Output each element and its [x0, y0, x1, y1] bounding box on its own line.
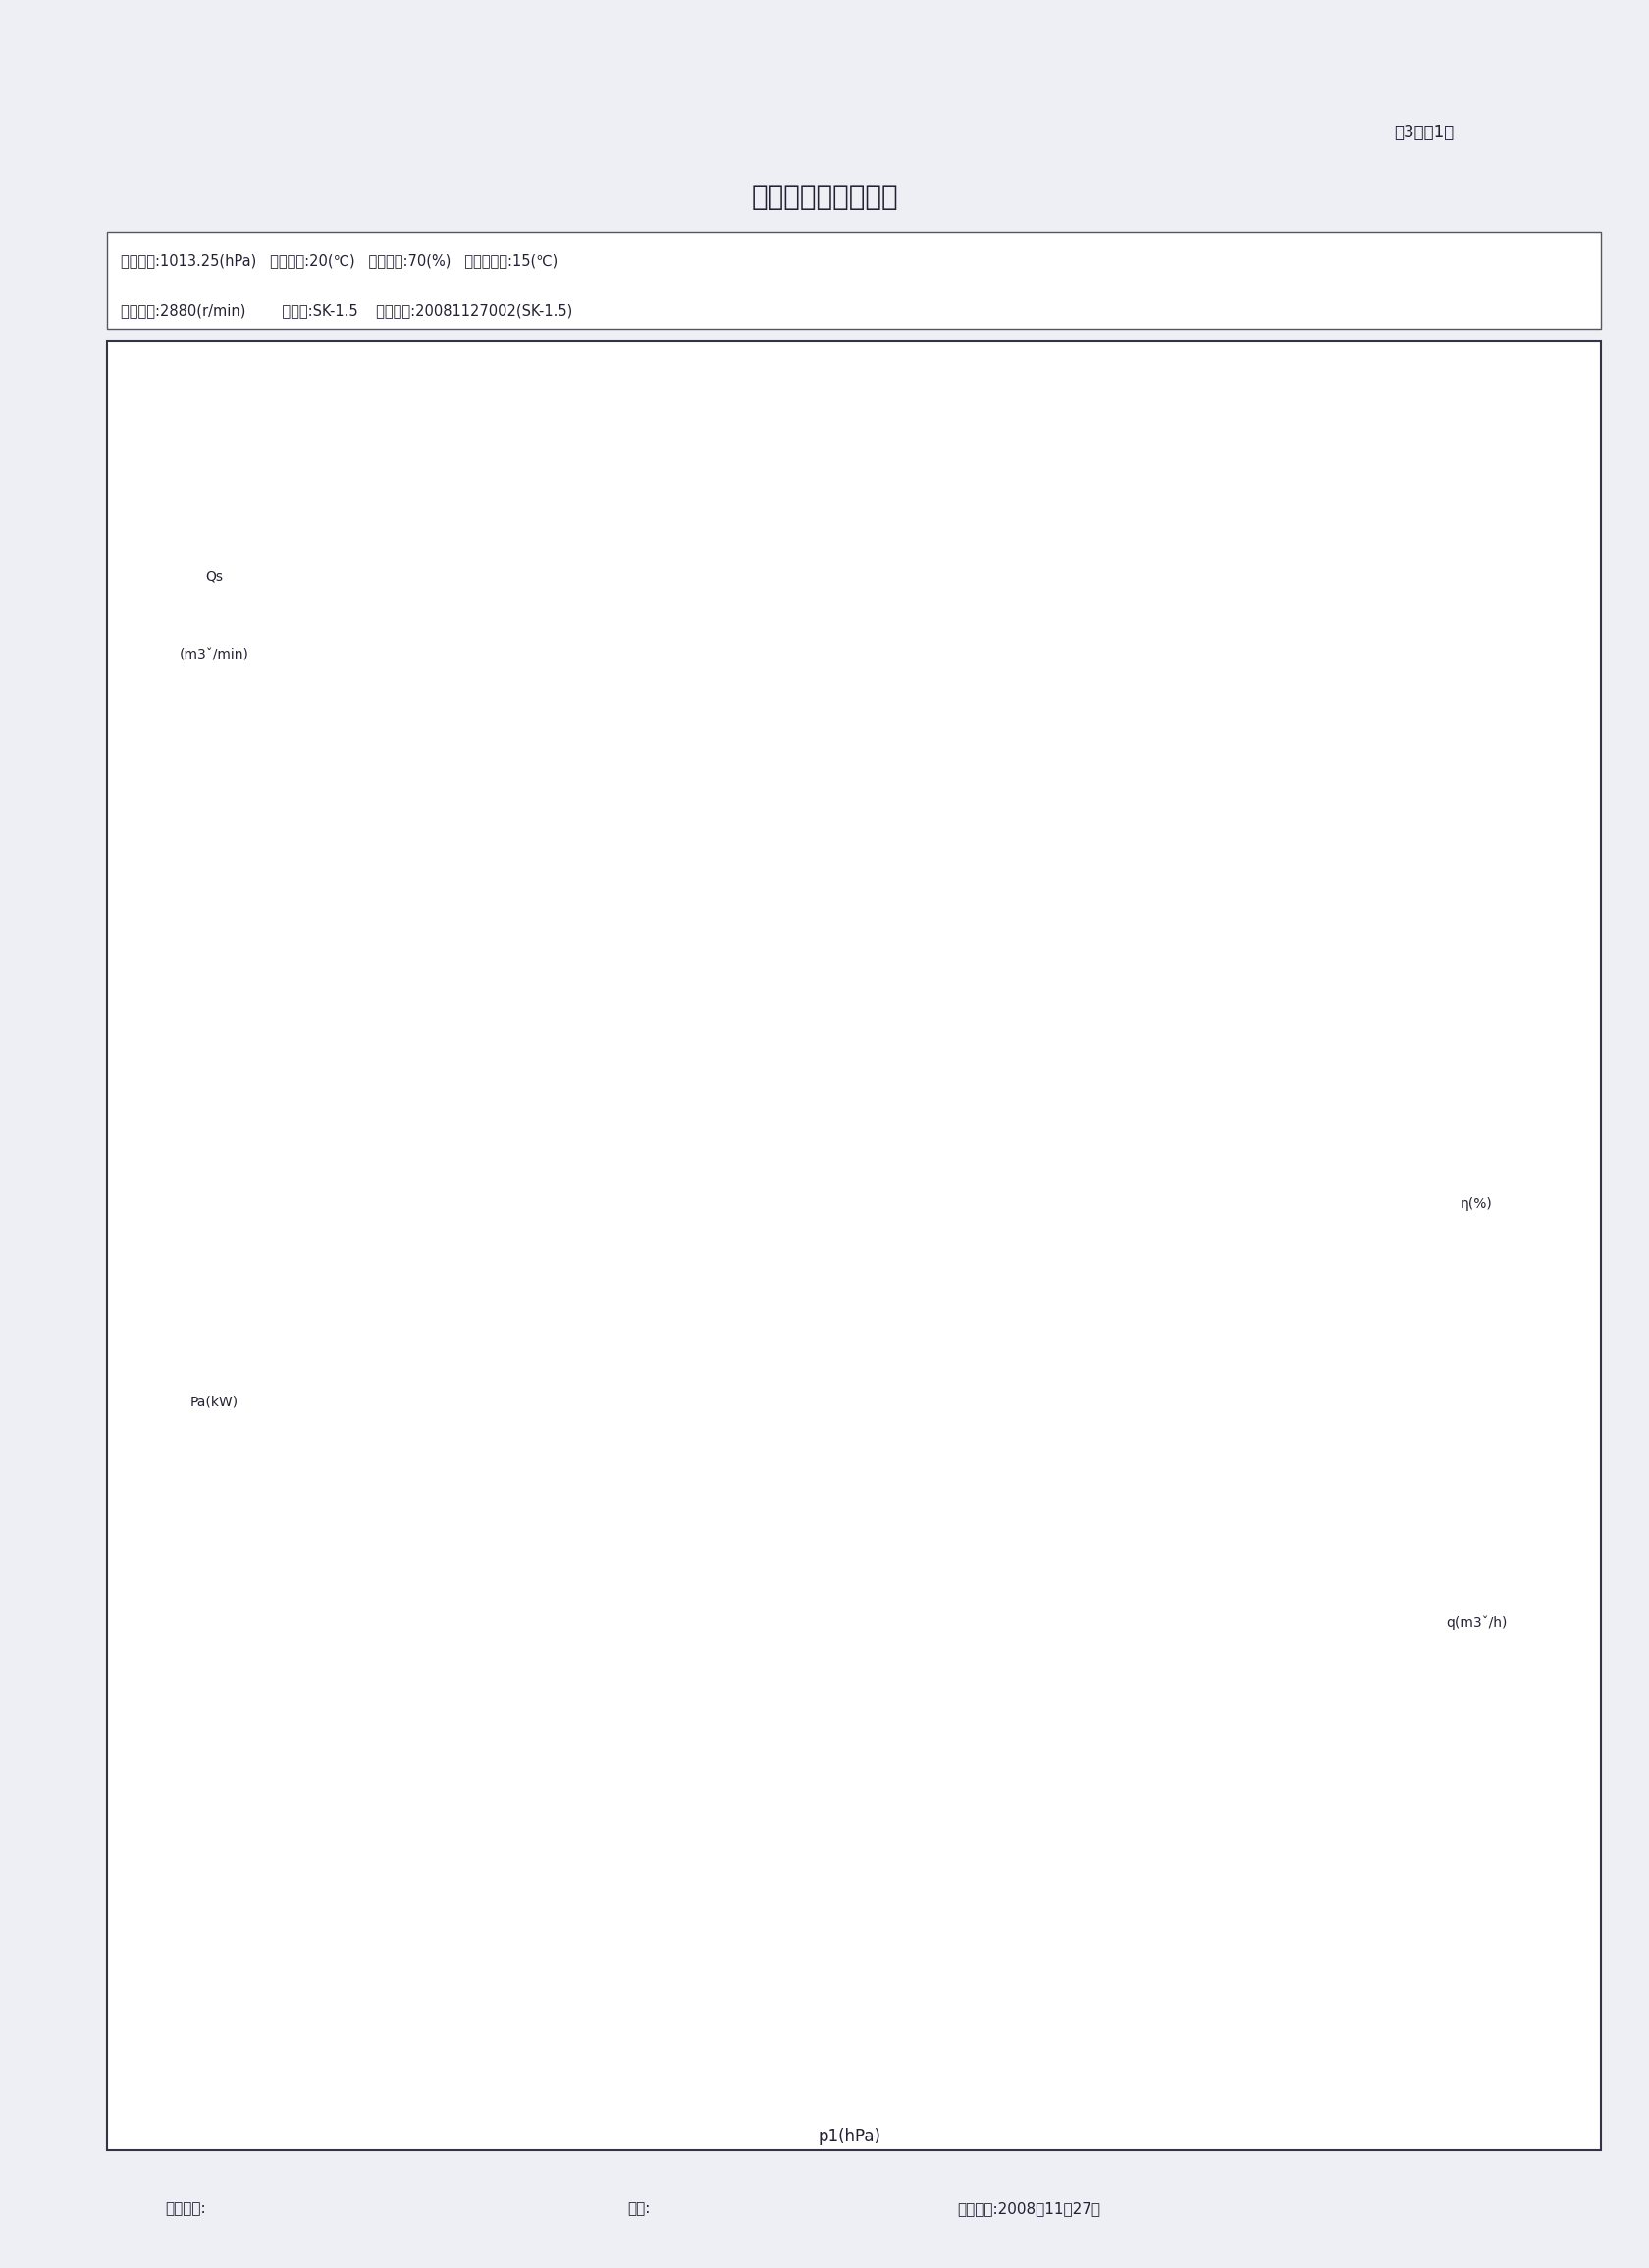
Text: 水环真空泵特性曲线: 水环真空泵特性曲线	[750, 184, 899, 211]
Text: 试验人员:: 试验人员:	[165, 2202, 206, 2216]
Text: Qs: Qs	[206, 569, 223, 583]
Text: 关3页第1页: 关3页第1页	[1393, 125, 1453, 141]
Text: p1(hPa): p1(hPa)	[818, 2127, 881, 2146]
Text: 大气压力:1013.25(hPa)   空气温度:20(℃)   相对湿度:70(%)   工作水温度:15(℃): 大气压力:1013.25(hPa) 空气温度:20(℃) 相对湿度:70(%) …	[120, 254, 557, 268]
Text: η(%): η(%)	[1459, 1198, 1492, 1211]
Text: (m3ˇ/min): (m3ˇ/min)	[180, 649, 249, 662]
Bar	[107, 231, 1600, 329]
Text: Pa(kW): Pa(kW)	[190, 1395, 239, 1408]
Text: q(m3ˇ/h): q(m3ˇ/h)	[1445, 1617, 1507, 1631]
Text: 试验日期:2008年11月27日: 试验日期:2008年11月27日	[956, 2202, 1100, 2216]
Bar	[107, 340, 1600, 2150]
Text: 审核:: 审核:	[627, 2202, 650, 2216]
Text: 额定转速:2880(r/min)        泵型号:SK-1.5    试验编号:20081127002(SK-1.5): 额定转速:2880(r/min) 泵型号:SK-1.5 试验编号:2008112…	[120, 304, 572, 318]
